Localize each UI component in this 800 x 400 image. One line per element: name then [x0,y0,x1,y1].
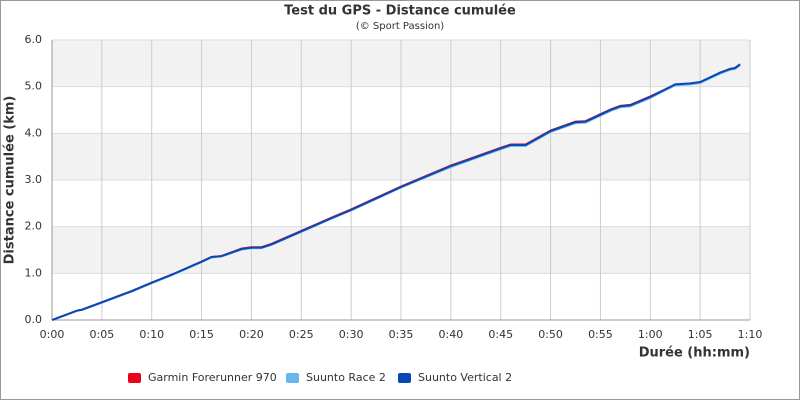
x-tick-label: 0:30 [339,328,364,341]
x-axis-title: Durée (hh:mm) [639,346,750,361]
x-tick-label: 0:45 [488,328,513,341]
chart-title: Test du GPS - Distance cumulée [284,4,516,19]
x-tick-label: 1:05 [688,328,713,341]
x-tick-label: 0:20 [239,328,264,341]
legend-swatch [398,373,411,383]
y-axis-title: Distance cumulée (km) [3,96,18,265]
x-tick-label: 1:00 [638,328,663,341]
legend-swatch [286,373,299,383]
legend-label: Garmin Forerunner 970 [148,371,277,384]
y-tick-label: 0.0 [25,313,43,326]
x-tick-label: 0:05 [90,328,115,341]
y-tick-label: 5.0 [25,80,43,93]
x-tick-label: 0:10 [139,328,164,341]
x-tick-label: 0:40 [439,328,464,341]
y-tick-label: 6.0 [25,33,43,46]
legend-swatch [128,373,141,383]
x-tick-label: 0:50 [538,328,563,341]
x-tick-label: 0:00 [40,328,65,341]
x-tick-label: 0:55 [588,328,613,341]
legend-label: Suunto Race 2 [306,371,386,384]
y-tick-label: 3.0 [25,173,43,186]
x-tick-label: 0:35 [389,328,414,341]
x-tick-label: 1:10 [738,328,763,341]
series-line [51,63,741,321]
chart-subtitle: (© Sport Passion) [356,21,444,32]
y-tick-label: 2.0 [25,220,43,233]
x-tick-label: 0:15 [189,328,214,341]
y-tick-label: 4.0 [25,126,43,139]
y-tick-label: 1.0 [25,266,43,279]
legend-label: Suunto Vertical 2 [418,371,512,384]
x-tick-label: 0:25 [289,328,314,341]
